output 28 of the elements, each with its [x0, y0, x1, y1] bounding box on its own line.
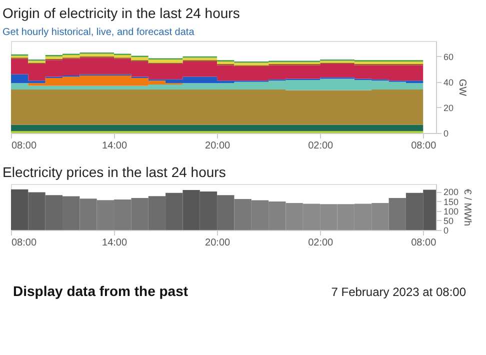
text: 7 February 2023 at 08:00 [331, 285, 466, 299]
y-axis-title: € / MWh [462, 188, 473, 226]
x-tick-label: 08:00 [12, 238, 37, 248]
x-tick-label: 02:00 [308, 140, 334, 152]
y-tick-label: 200 [444, 187, 459, 198]
y-tick-label: 150 [444, 196, 459, 207]
y-axis-title: GW [456, 78, 468, 97]
y-tick-label: 0 [444, 226, 449, 236]
x-tick-label: 14:00 [102, 140, 128, 152]
x-tick-label: 14:00 [102, 238, 128, 248]
y-tick-label: 50 [444, 216, 454, 226]
chart-title: Electricity prices in the last 24 hours [2, 164, 226, 180]
x-tick-label: 20:00 [205, 238, 231, 248]
bar [217, 195, 234, 230]
y-tick-label: 40 [444, 77, 454, 88]
text: Display data from the past [13, 283, 188, 299]
bar [388, 198, 406, 230]
x-tick-label: 08:00 [411, 238, 437, 248]
x-tick-label: 08:00 [411, 140, 437, 152]
x-tick-label: 02:00 [308, 238, 334, 248]
y-tick-label: 20 [444, 102, 454, 113]
x-tick-label: 08:00 [12, 140, 37, 152]
y-tick-label: 100 [444, 206, 459, 216]
y-tick-label: 0 [444, 128, 449, 138]
chart-title: Origin of electricity in the last 24 hours [2, 5, 240, 21]
y-tick-label: 60 [444, 52, 454, 62]
x-tick-label: 20:00 [205, 140, 231, 152]
chart-subtitle: Get hourly historical, live, and forecast data [2, 27, 195, 38]
